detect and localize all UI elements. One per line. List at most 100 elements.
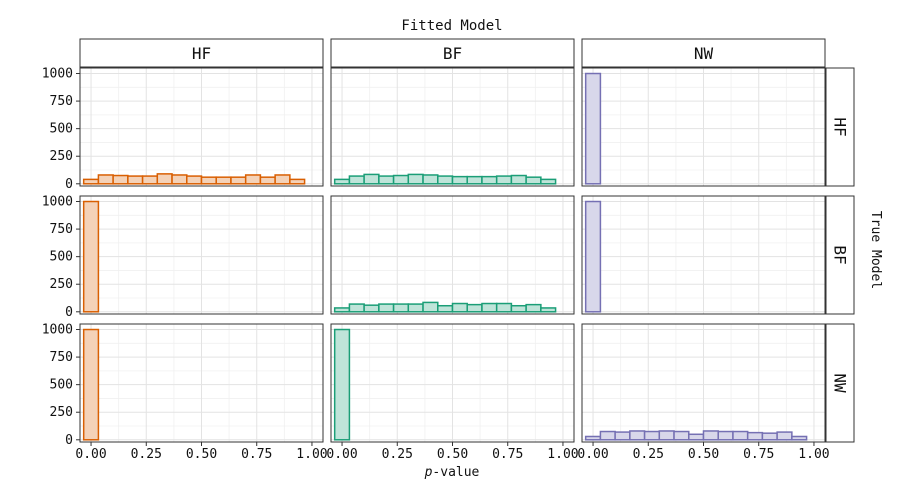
x-axis-title-rest: -value xyxy=(432,465,479,480)
panel-bf-nw-border xyxy=(581,195,826,315)
panel-nw-bf-x-tick-label: 0.75 xyxy=(492,447,523,462)
panel-hf-bf-bar xyxy=(510,174,527,185)
panel-nw-bf-x-tick-label: 0.50 xyxy=(437,447,468,462)
panel-bf-hf-border xyxy=(79,195,324,315)
panel-nw-hf-bar xyxy=(82,328,100,441)
panel-nw-bf: 0.00 0.25 0.50 0.75 1.00 xyxy=(326,323,579,462)
panels-layer: HF BF NW HF BF NW 0 250 500 750 1000 0 250 500 750 1000… xyxy=(42,38,855,462)
panel-hf-hf-bar xyxy=(186,175,203,185)
panel-hf-bf xyxy=(330,67,575,187)
row-strip-bf xyxy=(825,195,855,315)
panel-bf-hf-y-tick-label: 500 xyxy=(50,250,73,265)
panel-hf-hf-bar xyxy=(156,173,173,185)
panel-hf-hf-bar xyxy=(97,174,114,185)
panel-nw-nw-bar xyxy=(717,430,734,441)
panel-bf-bf-bar xyxy=(407,303,424,313)
column-strip-nw xyxy=(581,38,826,68)
panel-bf-bf-border xyxy=(330,195,575,315)
panel-bf-hf-bar xyxy=(82,200,100,313)
panel-hf-bf-bar xyxy=(363,173,380,185)
panel-bf-bf-bar xyxy=(348,303,365,313)
panel-hf-bf-bar xyxy=(333,178,351,185)
panel-nw-hf-x-tick-label: 0.50 xyxy=(186,447,217,462)
x-axis-title-italic: p xyxy=(424,465,433,480)
panel-hf-hf-bar xyxy=(200,176,217,185)
panel-bf-hf-y-tick-label: 250 xyxy=(50,277,73,292)
chart-title: Fitted Model xyxy=(401,18,502,34)
panel-nw-nw-x-tick-label: 1.00 xyxy=(798,447,829,462)
panel-bf-bf-bar xyxy=(363,304,380,313)
row-strip-nw xyxy=(825,323,855,443)
panel-bf-hf-y-tick-label: 750 xyxy=(50,222,73,237)
panel-hf-bf-bar xyxy=(348,175,365,185)
panel-nw-nw-bar xyxy=(658,430,675,441)
panel-nw-nw-bar xyxy=(761,432,778,441)
panel-nw-nw-x-tick-label: 0.75 xyxy=(743,447,774,462)
column-strip-hf xyxy=(79,38,324,68)
panel-hf-nw xyxy=(581,67,826,187)
panel-nw-hf-y-tick-label: 1000 xyxy=(42,323,73,338)
panel-nw-nw-x-tick-label: 0.25 xyxy=(633,447,664,462)
panel-bf-bf-bar xyxy=(392,303,410,313)
panel-hf-hf-border xyxy=(79,67,324,187)
panel-bf-bf-bar xyxy=(333,307,351,313)
panel-nw-nw-bar xyxy=(614,431,631,441)
panel-hf-bf-bar xyxy=(392,174,410,185)
panel-hf-hf-bar xyxy=(171,174,188,185)
panel-hf-hf-bar xyxy=(127,175,144,185)
row-strip-hf xyxy=(825,67,855,187)
x-axis-title: p-value xyxy=(424,465,480,480)
panel-hf-hf-bar xyxy=(259,176,276,185)
column-strip-label-bf: BF xyxy=(443,44,462,63)
panel-nw-bf-x-tick-label: 0.00 xyxy=(326,447,357,462)
panel-hf-bf-bar xyxy=(422,174,439,185)
panel-hf-hf-bar xyxy=(274,174,291,185)
panel-bf-bf-bar xyxy=(378,303,395,313)
panel-hf-bf-bar xyxy=(481,175,498,185)
panel-bf-nw xyxy=(581,195,826,315)
panel-nw-bf-bar xyxy=(333,328,351,441)
panel-bf-bf-bar xyxy=(540,307,557,313)
panel-bf-bf-bar xyxy=(466,303,483,313)
panel-nw-nw-bar xyxy=(629,430,646,441)
panel-hf-hf-y-tick-label: 750 xyxy=(50,94,73,109)
panel-nw-nw-bar xyxy=(584,435,602,441)
panel-nw-nw-bar xyxy=(732,430,749,441)
panel-nw-hf-x-tick-label: 0.75 xyxy=(241,447,272,462)
panel-nw-nw-bar xyxy=(688,433,705,441)
panel-hf-hf-y-tick-label: 250 xyxy=(50,149,73,164)
panel-hf-bf-bar xyxy=(451,175,468,185)
panel-nw-nw: 0.00 0.25 0.50 0.75 1.00 xyxy=(577,323,830,462)
panel-hf-hf-bar xyxy=(244,174,262,185)
panel-hf-nw-bar xyxy=(584,72,602,185)
panel-bf-hf: 0 250 500 750 1000 xyxy=(42,195,324,320)
panel-nw-nw-bar xyxy=(746,431,764,441)
panel-bf-bf-bar xyxy=(422,301,439,313)
panel-nw-bf-x-tick-label: 1.00 xyxy=(547,447,578,462)
panel-hf-hf-y-tick-label: 0 xyxy=(65,177,73,192)
panel-hf-hf-bar xyxy=(215,176,232,185)
panel-nw-hf-x-tick-label: 1.00 xyxy=(296,447,327,462)
panel-hf-bf-bar xyxy=(437,175,454,185)
panel-bf-bf-bar xyxy=(510,304,527,313)
panel-hf-bf-bar xyxy=(495,175,513,185)
panel-hf-hf-bar xyxy=(289,178,306,185)
panel-bf-bf xyxy=(330,195,575,315)
panel-hf-hf-bar xyxy=(141,175,159,185)
panel-hf-bf-bar xyxy=(525,176,542,185)
panel-hf-hf: 0 250 500 750 1000 xyxy=(42,67,324,192)
panel-bf-bf-bar xyxy=(481,302,498,313)
panel-nw-hf-y-tick-label: 750 xyxy=(50,350,73,365)
column-strip-bf xyxy=(330,38,575,68)
panel-nw-nw-bar xyxy=(673,430,690,441)
panel-nw-nw-bar xyxy=(776,431,793,441)
panel-hf-hf-y-tick-label: 500 xyxy=(50,122,73,137)
panel-bf-bf-bar xyxy=(525,303,542,313)
panel-nw-nw-bar xyxy=(643,430,661,441)
panel-nw-hf-x-tick-label: 0.00 xyxy=(75,447,106,462)
row-strip-label-hf: HF xyxy=(831,117,850,136)
panel-hf-bf-bar xyxy=(466,175,483,185)
panel-nw-hf-y-tick-label: 250 xyxy=(50,405,73,420)
panel-hf-nw-border xyxy=(581,67,826,187)
